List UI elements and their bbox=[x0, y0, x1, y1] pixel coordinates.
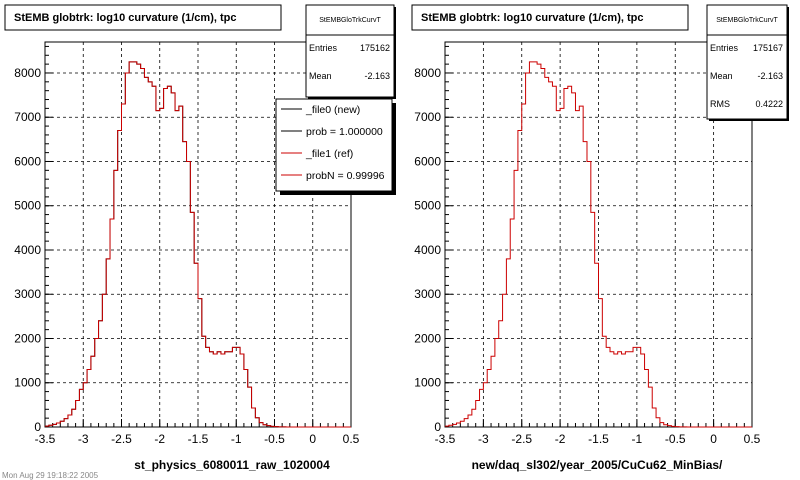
y-tick-label: 8000 bbox=[14, 66, 41, 80]
x-tick-label: -1.5 bbox=[588, 432, 609, 446]
y-tick-label: 6000 bbox=[14, 154, 41, 168]
stats-entries-label: Entries bbox=[710, 43, 739, 53]
y-tick-label: 6000 bbox=[414, 154, 441, 168]
x-tick-label: -0.5 bbox=[665, 432, 686, 446]
y-tick-label: 1000 bbox=[414, 376, 441, 390]
x-tick-label: -3.5 bbox=[35, 432, 56, 446]
y-tick-label: 2000 bbox=[414, 331, 441, 345]
x-tick-label: -3 bbox=[478, 432, 489, 446]
legend-entry: prob = 1.000000 bbox=[306, 126, 383, 138]
chart-title: StEMB globtrk: log10 curvature (1/cm), t… bbox=[14, 12, 236, 24]
stats-mean-label: Mean bbox=[309, 71, 332, 81]
x-tick-label: -3 bbox=[78, 432, 89, 446]
x-tick-label: -2 bbox=[555, 432, 566, 446]
x-tick-label: -3.5 bbox=[435, 432, 456, 446]
left-chart-panel: -3.5 -3 -2.5 -2 -1.5 -1 -0.5 0 0.5 0 1000 2000 3000 4… bbox=[2, 4, 396, 480]
x-tick-label: 0.5 bbox=[343, 432, 360, 446]
y-tick-label: 3000 bbox=[14, 287, 41, 301]
x-tick-label: -2.5 bbox=[511, 432, 532, 446]
y-tick-label: 0 bbox=[34, 420, 41, 434]
y-tick-label: 1000 bbox=[14, 376, 41, 390]
x-tick-label: -1 bbox=[632, 432, 643, 446]
chart-title-box bbox=[411, 4, 689, 31]
left-chart-svg: -3.5 -3 -2.5 -2 -1.5 -1 -0.5 0 0.5 0 1000 2000 3000 4… bbox=[2, 4, 396, 480]
y-tick-label: 3000 bbox=[414, 287, 441, 301]
y-tick-label: 4000 bbox=[414, 243, 441, 257]
right-chart-panel: -3.5 -3 -2.5 -2 -1.5 -1 -0.5 0 0.5 0 1000 2000 3000 4… bbox=[400, 0, 800, 480]
footer-timestamp: Mon Aug 29 19:18:22 2005 bbox=[2, 471, 99, 480]
stats-entries-label: Entries bbox=[309, 43, 338, 53]
legend-entry: _file1 (ref) bbox=[305, 148, 353, 160]
x-axis-label: new/daq_sl302/year_2005/CuCu62_MinBias/ bbox=[472, 458, 723, 472]
y-tick-label: 7000 bbox=[14, 110, 41, 124]
x-tick-label: -1 bbox=[231, 432, 242, 446]
x-tick-label: 0 bbox=[710, 432, 717, 446]
legend-entry: probN = 0.99996 bbox=[306, 170, 385, 182]
y-tick-label: 8000 bbox=[414, 66, 441, 80]
chart-title-box bbox=[4, 4, 282, 31]
legend-entry: _file0 (new) bbox=[305, 104, 360, 116]
x-tick-label: -2 bbox=[154, 432, 165, 446]
stats-name: StEMBGloTrkCurvT bbox=[319, 17, 381, 24]
y-tick-label: 5000 bbox=[414, 199, 441, 213]
stats-rms-value: 0.4222 bbox=[755, 99, 783, 109]
stats-box bbox=[305, 4, 395, 98]
stats-box bbox=[706, 4, 788, 120]
stats-mean-value: -2.163 bbox=[364, 71, 390, 81]
x-tick-label: -0.5 bbox=[264, 432, 285, 446]
histogram-series-0 bbox=[445, 61, 752, 428]
y-tick-label: 4000 bbox=[14, 243, 41, 257]
x-tick-label: 0 bbox=[309, 432, 316, 446]
y-tick-label: 0 bbox=[434, 420, 441, 434]
x-tick-label: 0.5 bbox=[744, 432, 761, 446]
legend-box bbox=[275, 98, 393, 192]
x-tick-label: -2.5 bbox=[111, 432, 132, 446]
right-chart-svg: -3.5 -3 -2.5 -2 -1.5 -1 -0.5 0 0.5 0 1000 2000 3000 4… bbox=[411, 4, 789, 472]
stats-name: StEMBGloTrkCurvT bbox=[716, 17, 778, 24]
stats-rms-label: RMS bbox=[710, 99, 730, 109]
chart-title: StEMB globtrk: log10 curvature (1/cm), t… bbox=[421, 12, 643, 24]
stats-entries-value: 175162 bbox=[360, 43, 390, 53]
y-tick-label: 5000 bbox=[14, 199, 41, 213]
x-tick-label: -1.5 bbox=[188, 432, 209, 446]
stats-mean-value: -2.163 bbox=[757, 71, 783, 81]
stats-entries-value: 175167 bbox=[753, 43, 783, 53]
y-tick-label: 2000 bbox=[14, 331, 41, 345]
histogram-series-1 bbox=[45, 61, 351, 428]
x-axis-label: st_physics_6080011_raw_1020004 bbox=[134, 458, 330, 472]
stats-mean-label: Mean bbox=[710, 71, 733, 81]
y-tick-label: 7000 bbox=[414, 110, 441, 124]
